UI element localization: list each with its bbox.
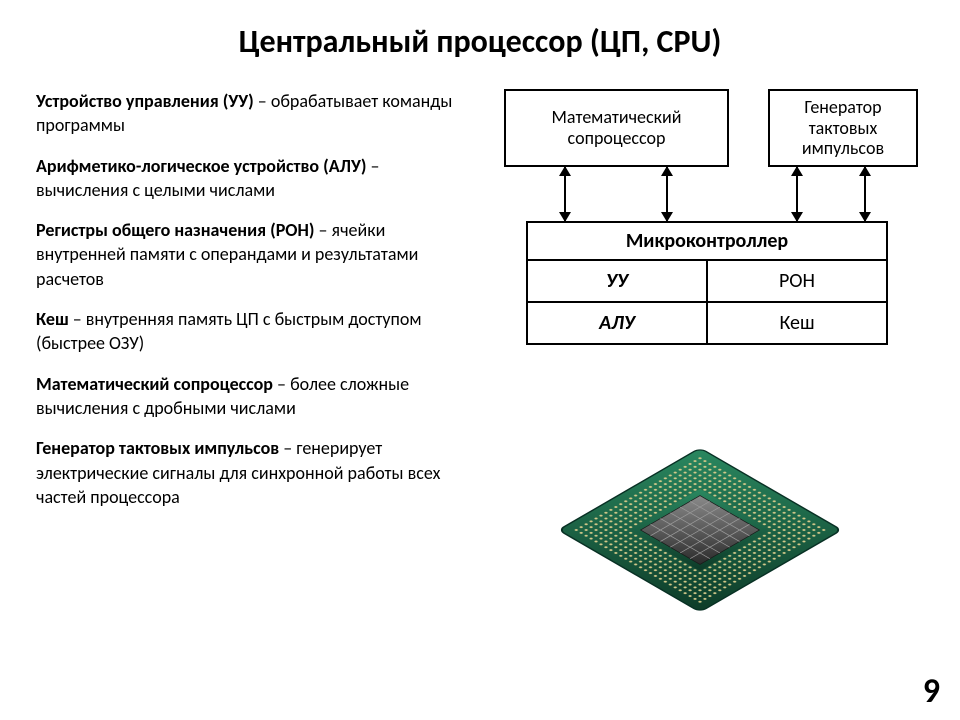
arrow-icon	[564, 167, 566, 221]
definition-item: Кеш – внутренняя память ЦП с быстрым дос…	[36, 307, 466, 356]
microcontroller-header: Микроконтроллер	[528, 223, 886, 261]
definition-item: Регистры общего назначения (РОН) – ячейк…	[36, 218, 466, 291]
cpu-block-diagram: Математический сопроцессор Генератор так…	[496, 89, 926, 369]
box-coprocessor: Математический сопроцессор	[504, 89, 729, 167]
arrow-icon	[864, 167, 866, 221]
definition-item: Устройство управления (УУ) – обрабатывае…	[36, 89, 466, 138]
definition-item: Математический сопроцессор – более сложн…	[36, 372, 466, 421]
arrow-icon	[666, 167, 668, 221]
def-term: Регистры общего назначения (РОН)	[36, 219, 314, 241]
mc-row: УУ РОН	[528, 261, 886, 301]
arrow-icon	[796, 167, 798, 221]
def-term: Устройство управления (УУ)	[36, 90, 254, 112]
definitions-column: Устройство управления (УУ) – обрабатывае…	[36, 89, 466, 525]
microcontroller-group: Микроконтроллер УУ РОН АЛУ Кеш	[526, 221, 888, 345]
definition-item: Генератор тактовых импульсов – генерируе…	[36, 436, 466, 509]
cell-ron: РОН	[706, 261, 886, 301]
def-term: Генератор тактовых импульсов	[36, 437, 279, 459]
definition-item: Арифметико-логическое устройство (АЛУ) –…	[36, 154, 466, 203]
cell-alu: АЛУ	[528, 303, 706, 343]
def-term: Математический сопроцессор	[36, 373, 273, 395]
def-term: Арифметико-логическое устройство (АЛУ)	[36, 155, 366, 177]
def-desc: – внутренняя память ЦП с быстрым доступо…	[36, 308, 422, 354]
def-term: Кеш	[36, 308, 69, 330]
page-number: 9	[923, 671, 940, 712]
cell-uu: УУ	[528, 261, 706, 301]
slide-title: Центральный процессор (ЦП, CPU)	[0, 0, 960, 79]
cell-cache: Кеш	[706, 303, 886, 343]
box-clock-generator: Генератор тактовых импульсов	[768, 89, 918, 167]
mc-row: АЛУ Кеш	[528, 301, 886, 343]
cpu-chip-illustration	[560, 420, 840, 640]
